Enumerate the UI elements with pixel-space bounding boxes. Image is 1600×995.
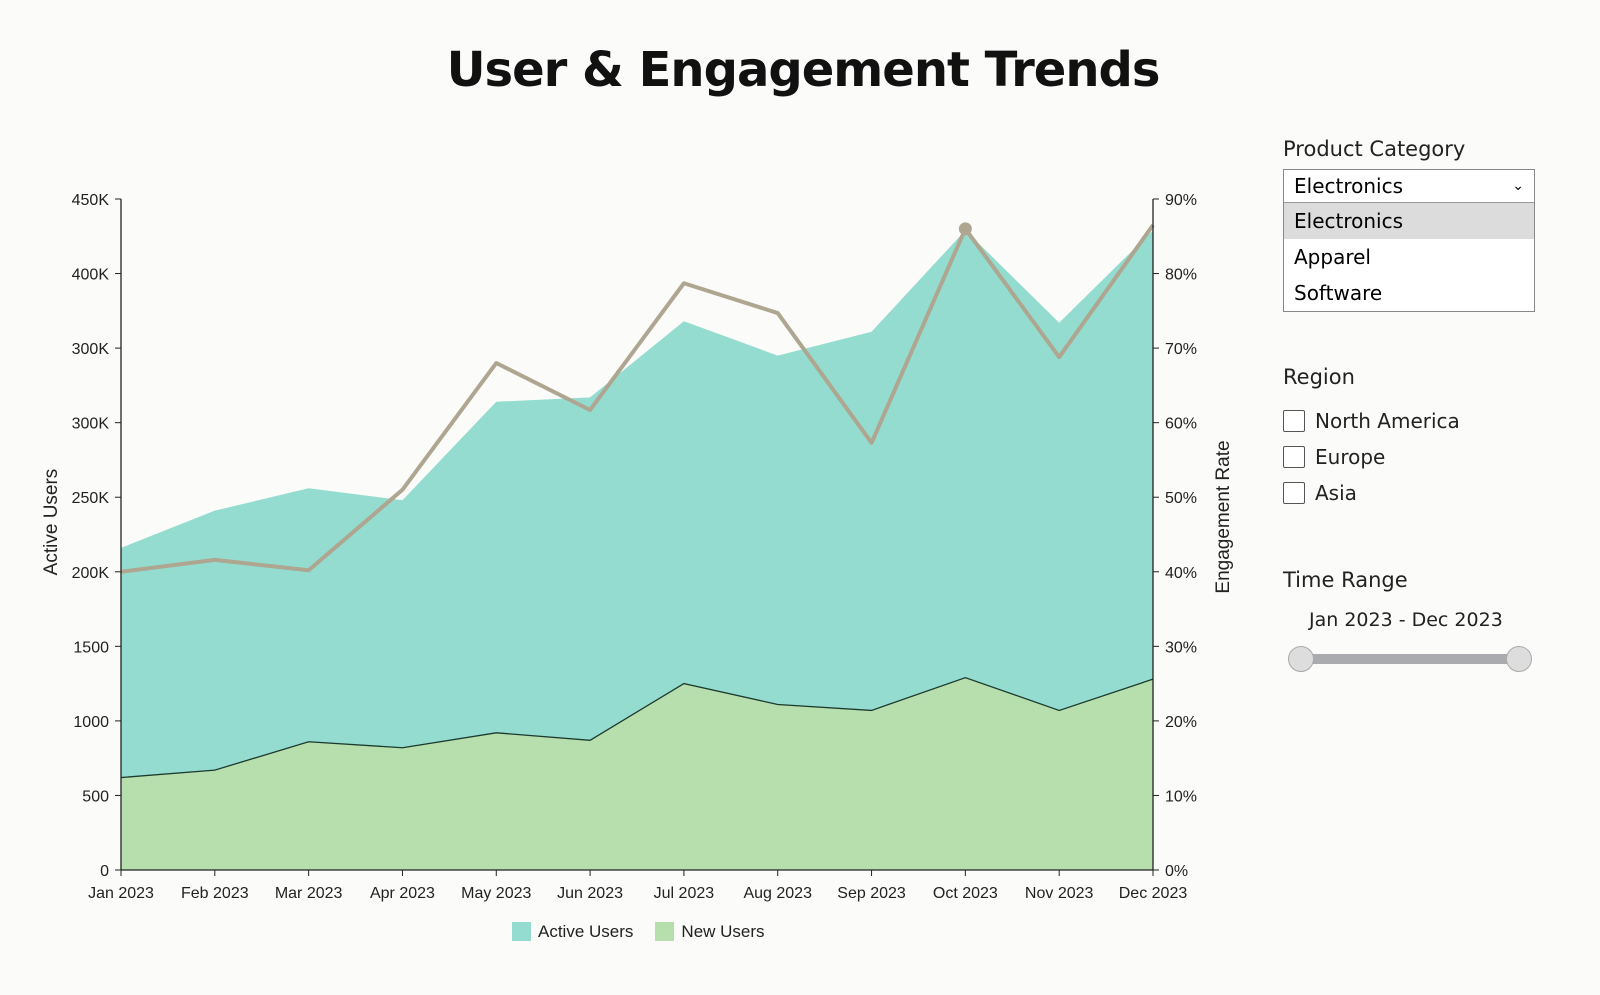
left-tick-label: 250K [72,490,110,507]
x-tick-label: May 2023 [461,885,531,902]
option-electronics[interactable]: Electronics [1284,203,1534,239]
left-tick-label: 1000 [73,714,109,731]
slider-handle-start[interactable] [1288,646,1314,672]
area-new-users [121,677,1153,870]
chart-title: User & Engagement Trends [446,42,1161,98]
engagement-point-highlight [958,222,972,236]
left-tick-label: 200K [72,565,110,582]
checkbox-box[interactable] [1283,482,1305,504]
time-range-slider[interactable] [1288,646,1532,672]
left-tick-label: 300K [72,341,110,358]
right-tick-label: 30% [1165,639,1197,656]
checkbox-box[interactable] [1283,446,1305,468]
left-tick-label: 0 [100,863,109,880]
product-category-dropdown[interactable]: Electronics ⌄ Electronics Apparel Softwar… [1283,169,1535,312]
right-tick-label: 70% [1165,341,1197,358]
time-range-label: Time Range [1283,568,1408,592]
legend: Active Users New Users [512,922,765,942]
legend-item-new-users: New Users [655,922,765,942]
region-checkboxes: North America Europe Asia [1283,403,1460,511]
checkbox-label: Europe [1315,445,1386,469]
right-tick-label: 0% [1165,863,1188,880]
chevron-down-icon: ⌄ [1512,178,1524,194]
product-category-label: Product Category [1283,137,1466,161]
x-tick-label: Feb 2023 [181,885,249,902]
x-tick-label: Jan 2023 [88,885,154,902]
engagement-rate-line [120,223,1155,574]
region-label: Region [1283,365,1355,389]
left-tick-label: 1500 [73,639,109,656]
legend-item-active-users: Active Users [512,922,633,942]
x-tick-label: Mar 2023 [275,885,343,902]
right-tick-label: 80% [1165,267,1197,284]
x-tick-label: Dec 2023 [1119,885,1188,902]
right-tick-label: 60% [1165,416,1197,433]
right-tick-label: 50% [1165,490,1197,507]
right-tick-label: 20% [1165,714,1197,731]
y-axis-label: Active Users [41,469,62,576]
checkbox-label: North America [1315,409,1460,433]
x-tick-label: Jul 2023 [654,885,715,902]
new-users-boundary-line [120,676,1154,779]
slider-handle-end[interactable] [1506,646,1532,672]
x-tick-label: Oct 2023 [933,885,998,902]
right-tick-label: 10% [1165,788,1197,805]
dropdown-selected[interactable]: Electronics ⌄ [1284,170,1534,203]
right-tick-label: 90% [1165,192,1197,209]
selected-value: Electronics [1294,174,1404,198]
x-tick-label: Nov 2023 [1025,885,1094,902]
left-tick-label: 400K [72,267,110,284]
legend-label: New Users [681,922,765,941]
checkbox-box[interactable] [1283,410,1305,432]
x-tick-label: Apr 2023 [370,885,435,902]
checkbox-europe[interactable]: Europe [1283,439,1460,475]
left-tick-label: 300K [72,416,110,433]
legend-swatch [655,922,675,941]
checkbox-label: Asia [1315,481,1357,505]
y2-axis-label: Engagement Rate [1213,440,1234,593]
option-software[interactable]: Software [1294,281,1383,305]
checkbox-asia[interactable]: Asia [1283,475,1460,511]
time-range-value: Jan 2023 - Dec 2023 [1309,609,1503,631]
left-tick-label: 450K [72,192,110,209]
checkbox-north-america[interactable]: North America [1283,403,1460,439]
legend-label: Active Users [538,922,634,941]
legend-swatch [512,922,531,941]
left-tick-label: 500 [82,788,109,805]
chart: 0 500 1000 1500 200K 250K 300K 300K 400K 450K 0% 10… [41,192,1234,902]
x-tick-label: Aug 2023 [743,885,812,902]
x-tick-label: Jun 2023 [557,885,623,902]
right-tick-label: 40% [1165,565,1197,582]
option-apparel[interactable]: Apparel [1294,245,1371,269]
x-tick-label: Sep 2023 [837,885,906,902]
